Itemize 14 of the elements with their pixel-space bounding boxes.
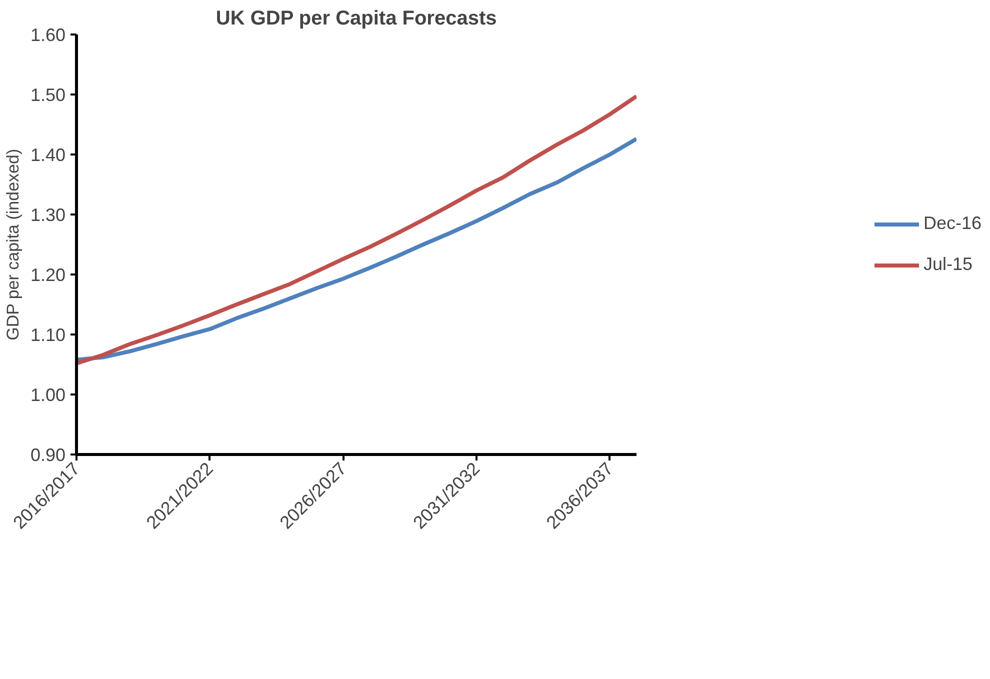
line-series [76, 94, 636, 366]
y-tick-label: 1.00 [30, 385, 66, 405]
y-tick-label: 1.40 [30, 145, 66, 165]
chart-title: UK GDP per Capita Forecasts [216, 8, 497, 30]
legend-label: Dec-16 [923, 213, 982, 234]
y-tick-label: 0.90 [30, 445, 66, 465]
y-axis-title: GDP per capita (indexed) [3, 148, 22, 340]
y-tick-label: 1.30 [30, 205, 66, 225]
y-tick-label: 1.20 [30, 265, 66, 285]
y-tick-label: 1.10 [30, 325, 66, 345]
legend-label: Jul-15 [923, 254, 973, 275]
line-series [76, 136, 636, 362]
y-tick-label: 1.50 [30, 85, 66, 105]
y-tick-label: 1.60 [30, 25, 66, 45]
